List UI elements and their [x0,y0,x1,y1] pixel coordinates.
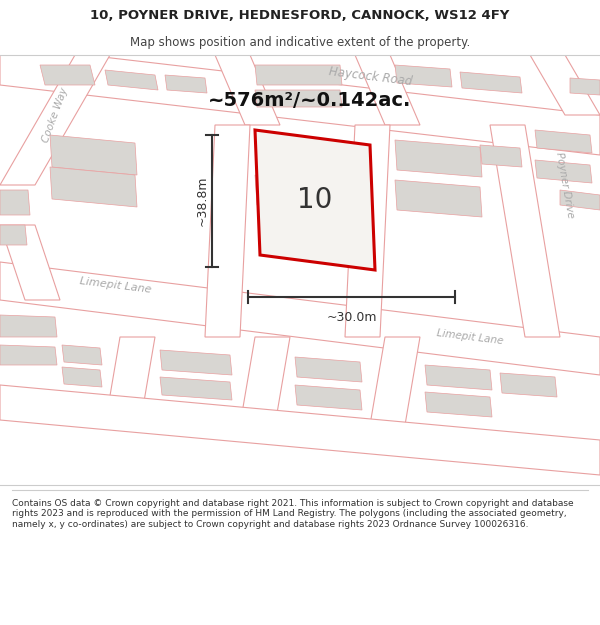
Polygon shape [105,70,158,90]
Polygon shape [160,350,232,375]
Text: ~30.0m: ~30.0m [326,311,377,324]
Polygon shape [0,385,600,475]
Polygon shape [530,55,600,115]
Polygon shape [395,140,482,177]
Text: Contains OS data © Crown copyright and database right 2021. This information is : Contains OS data © Crown copyright and d… [12,499,574,529]
Polygon shape [215,55,280,125]
Polygon shape [255,175,347,210]
Text: Limepit Lane: Limepit Lane [79,276,151,294]
Text: Poyner Drive: Poyner Drive [554,151,576,219]
Text: 10: 10 [298,186,332,214]
Polygon shape [295,357,362,382]
Polygon shape [0,225,27,245]
Polygon shape [255,65,342,85]
Polygon shape [0,45,600,155]
Polygon shape [425,365,492,390]
Polygon shape [0,190,30,215]
Polygon shape [40,65,95,85]
Polygon shape [165,75,207,93]
Text: Limepit Lane: Limepit Lane [436,328,504,346]
Polygon shape [395,180,482,217]
Polygon shape [535,160,592,183]
Polygon shape [0,345,57,365]
Polygon shape [62,367,102,387]
Polygon shape [0,315,57,337]
Polygon shape [490,125,560,337]
Polygon shape [295,385,362,410]
Polygon shape [560,190,600,210]
Text: Haycock Road: Haycock Road [328,66,412,89]
Polygon shape [570,78,600,95]
Polygon shape [255,135,347,173]
Text: ~38.8m: ~38.8m [196,176,209,226]
Polygon shape [240,337,290,425]
Text: ~576m²/~0.142ac.: ~576m²/~0.142ac. [208,91,412,109]
Polygon shape [460,72,522,93]
Polygon shape [370,337,420,425]
Polygon shape [205,125,250,337]
Polygon shape [355,55,420,125]
Polygon shape [425,392,492,417]
Polygon shape [62,345,102,365]
Polygon shape [0,55,110,185]
Polygon shape [255,130,375,270]
Polygon shape [160,377,232,400]
Polygon shape [255,90,342,107]
Polygon shape [0,262,600,375]
Polygon shape [535,130,592,153]
Polygon shape [50,167,137,207]
Text: 10, POYNER DRIVE, HEDNESFORD, CANNOCK, WS12 4FY: 10, POYNER DRIVE, HEDNESFORD, CANNOCK, W… [91,9,509,22]
Polygon shape [500,373,557,397]
Polygon shape [105,337,155,425]
Polygon shape [345,125,390,337]
Polygon shape [50,135,137,175]
Text: Map shows position and indicative extent of the property.: Map shows position and indicative extent… [130,36,470,49]
Polygon shape [480,145,522,167]
Text: Cooke Way: Cooke Way [40,86,70,144]
Polygon shape [395,65,452,87]
Polygon shape [0,225,60,300]
